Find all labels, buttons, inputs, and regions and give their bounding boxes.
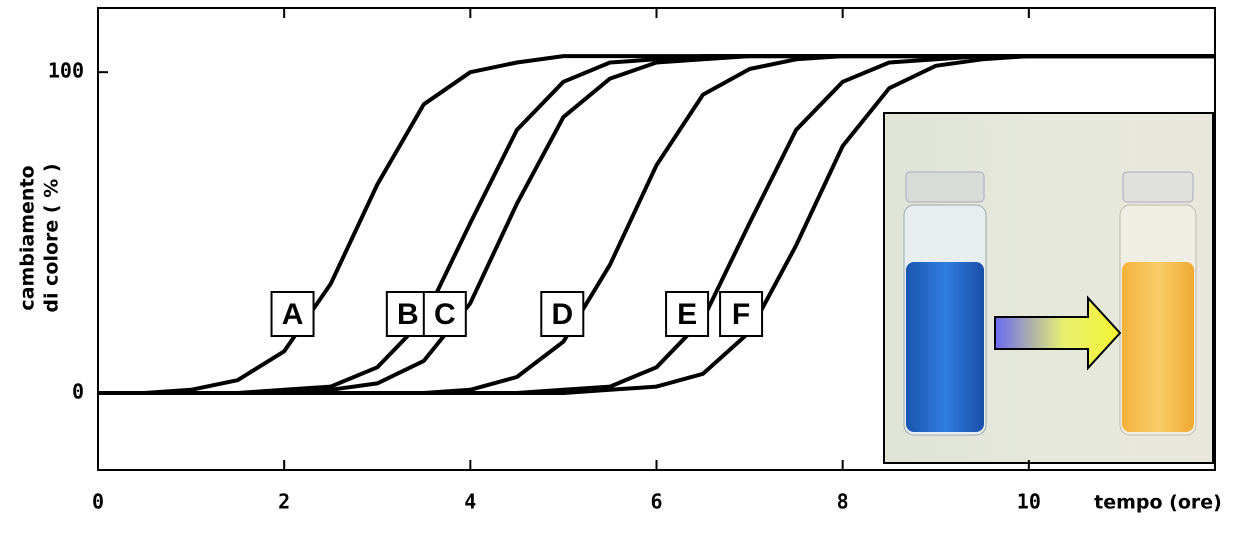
series-line <box>98 54 1215 395</box>
y-tick-label: 100 <box>48 59 84 83</box>
series-label: D <box>551 298 573 331</box>
x-axis-title: tempo (ore) <box>1094 492 1222 514</box>
series-label: E <box>677 298 697 331</box>
y-axis-title: cambiamento di colore ( % ) <box>17 163 63 312</box>
series-label: A <box>282 298 304 331</box>
x-tick-label: 6 <box>650 490 662 514</box>
y-tick-label: 0 <box>72 380 84 404</box>
x-tick-label: 4 <box>464 490 476 514</box>
series-label: F <box>732 298 750 331</box>
x-tick-label: 8 <box>837 490 849 514</box>
plot-area <box>98 54 1215 395</box>
inset-photo <box>883 112 1214 464</box>
series-label-box <box>385 291 430 337</box>
y-axis-title-line: di colore ( % ) <box>41 163 63 312</box>
series-label-box <box>270 291 315 337</box>
series-label-box <box>665 291 710 337</box>
x-tick-label: 0 <box>92 490 104 514</box>
series-label-box <box>422 291 467 337</box>
y-axis-title-line: cambiamento <box>17 165 39 310</box>
series-label: B <box>397 298 419 331</box>
series-label-box <box>719 291 764 337</box>
x-tick-label: 10 <box>1017 490 1041 514</box>
series-label: C <box>434 298 456 331</box>
series-label-box <box>540 291 585 337</box>
x-tick-label: 2 <box>278 490 290 514</box>
